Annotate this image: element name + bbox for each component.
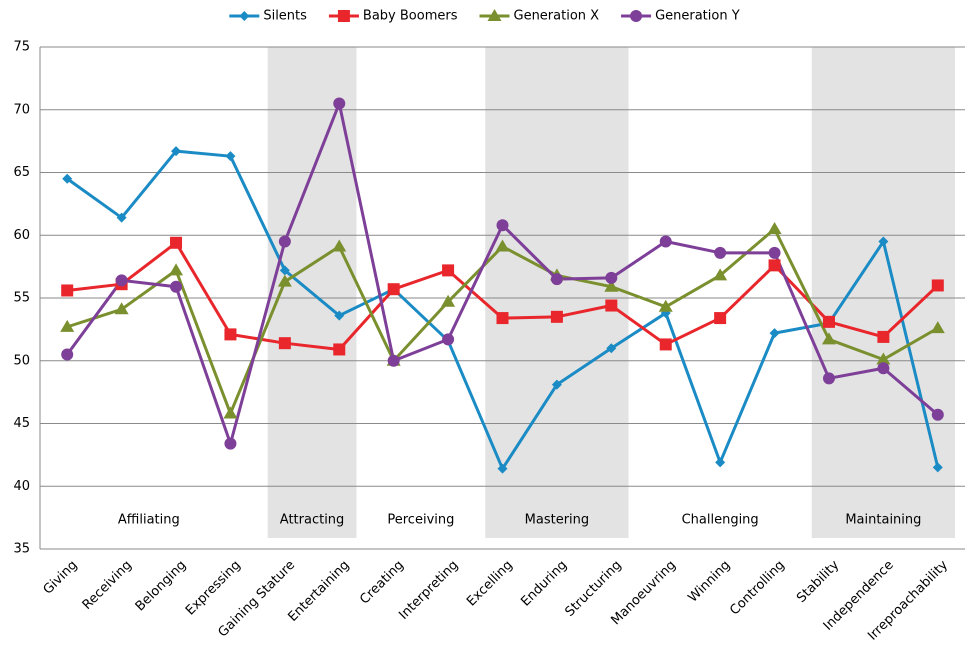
legend-label: Generation X [514,9,600,24]
x-tick-label: Receiving [80,558,135,613]
marker [61,348,74,361]
marker [713,268,728,281]
marker [768,259,781,272]
x-tick-label: Controlling [727,558,788,619]
y-tick-label: 70 [13,102,30,117]
x-tick-label: Giving [41,558,81,598]
marker [224,328,237,341]
marker [931,279,944,292]
marker [605,299,618,312]
group-label: Attracting [280,513,345,528]
marker [170,280,183,293]
marker [223,406,238,419]
marker [768,246,781,259]
y-tick-label: 75 [13,40,30,55]
marker [821,332,836,345]
x-tick-label: Stability [794,557,842,605]
marker [224,437,237,450]
marker [878,236,889,247]
marker [767,221,782,234]
marker [822,315,835,328]
marker [278,337,291,350]
y-tick-label: 45 [13,416,30,431]
marker [550,310,563,323]
marker [116,212,127,223]
marker [487,9,502,21]
marker [169,263,184,276]
y-tick-label: 55 [13,291,30,306]
x-tick-label: Enduring [518,558,570,610]
marker [630,10,643,22]
y-tick-label: 60 [13,228,30,243]
marker [605,271,618,284]
y-tick-label: 35 [13,542,30,557]
legend-label: Baby Boomers [363,9,458,24]
group-label: Affiliating [118,513,180,528]
legend-label: Silents [263,9,307,24]
marker [387,354,400,367]
y-tick-label: 40 [13,479,30,494]
marker [931,408,944,421]
marker [604,279,619,292]
marker [337,10,350,22]
marker [114,302,129,315]
legend-label: Generation Y [655,9,740,24]
x-tick-label: Excelling [464,558,516,610]
marker [333,97,346,110]
marker [442,264,455,277]
marker [930,321,945,334]
marker [333,343,346,356]
marker [822,372,835,385]
marker [932,462,943,473]
marker [170,236,183,249]
y-tick-label: 65 [13,165,30,180]
marker [239,11,250,21]
marker [225,151,236,162]
marker [61,284,74,297]
marker [658,299,673,312]
marker [876,352,891,365]
marker [387,283,400,296]
marker [877,330,890,343]
marker [60,319,75,332]
marker [497,463,508,474]
marker [659,338,672,351]
marker [171,146,182,157]
marker [279,265,290,276]
marker [496,312,509,325]
marker [277,274,292,287]
marker [606,343,617,354]
group-label: Maintaining [845,513,921,528]
marker [659,235,672,248]
marker [62,173,73,184]
marker [714,246,727,259]
marker [278,235,291,248]
marker [115,274,128,287]
marker [551,379,562,390]
marker [441,294,456,307]
y-tick-label: 50 [13,353,30,368]
marker [496,219,509,232]
group-label: Mastering [525,513,590,528]
group-band [811,47,955,538]
marker [550,273,563,286]
x-tick-label: Creating [357,558,407,608]
marker [877,362,890,375]
marker [715,457,726,468]
marker [332,239,347,252]
group-label: Perceiving [387,513,454,528]
marker [495,239,510,252]
marker [769,328,780,339]
x-tick-label: Belonging [133,558,190,615]
x-tick-label: Winning [686,558,734,606]
marker [442,333,455,346]
group-label: Challenging [682,513,759,528]
marker [714,312,727,325]
legend: Silents Baby Boomers Generation X Generatio… [229,9,740,24]
marker [334,310,345,321]
